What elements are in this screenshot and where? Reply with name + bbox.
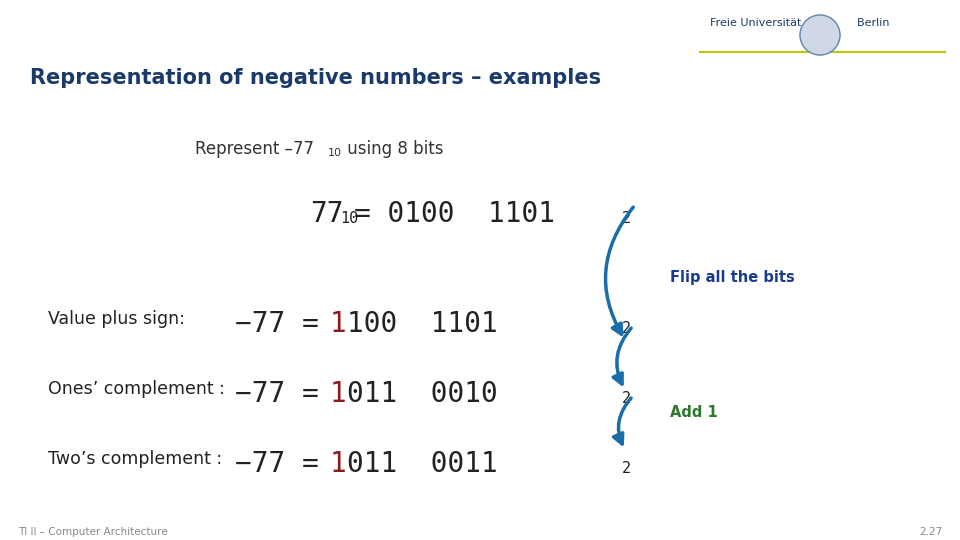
Text: 77: 77 <box>310 200 344 228</box>
Text: 1: 1 <box>330 310 347 338</box>
Text: Add 1: Add 1 <box>670 405 718 420</box>
Text: 011  0010: 011 0010 <box>347 380 497 408</box>
Text: 2: 2 <box>622 391 631 406</box>
Text: Value plus sign:: Value plus sign: <box>48 310 185 328</box>
Text: 1: 1 <box>330 380 347 408</box>
Text: 2.27: 2.27 <box>919 527 942 537</box>
Text: −77 =: −77 = <box>235 310 335 338</box>
Text: 100  1101: 100 1101 <box>347 310 497 338</box>
Text: −77 =: −77 = <box>235 450 335 478</box>
Text: Freie Universität: Freie Universität <box>710 18 802 28</box>
Text: TI II – Computer Architecture: TI II – Computer Architecture <box>18 527 168 537</box>
Text: Representation of negative numbers – examples: Representation of negative numbers – exa… <box>30 68 601 88</box>
Text: 1: 1 <box>330 450 347 478</box>
Text: = 0100  1101: = 0100 1101 <box>354 200 555 228</box>
Text: Flip all the bits: Flip all the bits <box>670 270 795 285</box>
Text: using 8 bits: using 8 bits <box>342 140 444 158</box>
Circle shape <box>800 15 840 55</box>
Text: Ones’ complement :: Ones’ complement : <box>48 380 225 398</box>
Text: Represent –77: Represent –77 <box>195 140 314 158</box>
Text: 011  0011: 011 0011 <box>347 450 497 478</box>
Text: −77 =: −77 = <box>235 380 335 408</box>
Text: 10: 10 <box>340 211 358 226</box>
Text: 2: 2 <box>622 211 631 226</box>
Text: 10: 10 <box>328 148 342 158</box>
Text: Berlin: Berlin <box>850 18 890 28</box>
Text: 2: 2 <box>622 461 631 476</box>
Text: Two’s complement :: Two’s complement : <box>48 450 222 468</box>
Text: 2: 2 <box>622 321 631 336</box>
